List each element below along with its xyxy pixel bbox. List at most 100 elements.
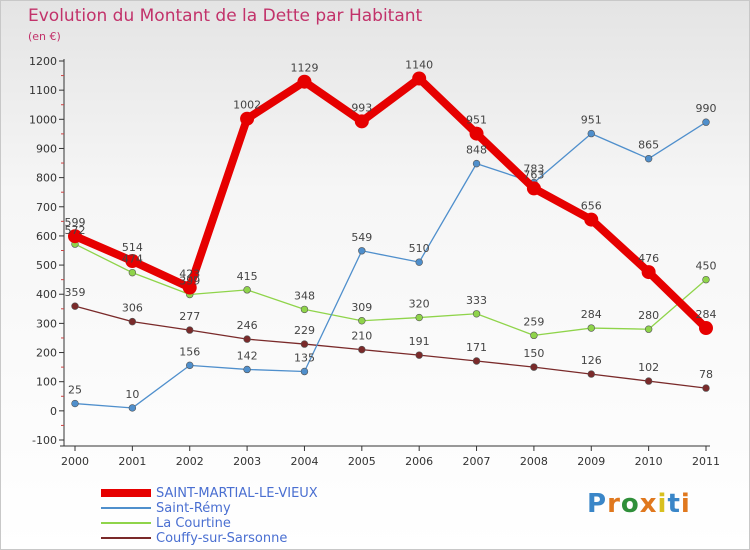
data-label: 549: [351, 231, 372, 244]
data-point: [587, 324, 595, 332]
data-point: [128, 268, 137, 277]
proxiti-logo: Proxiti: [587, 489, 691, 519]
data-label: 514: [122, 241, 143, 254]
data-point: [412, 71, 427, 86]
data-label: 210: [351, 330, 372, 343]
series-line: [74, 121, 707, 409]
series-line: [74, 305, 707, 389]
data-point: [186, 361, 194, 370]
data-label: 10: [125, 388, 139, 401]
x-tick-label: 2007: [463, 455, 491, 468]
data-point: [702, 275, 710, 284]
series-line: [71, 74, 710, 333]
data-point: [182, 280, 197, 295]
data-label: 306: [122, 302, 143, 315]
x-tick-label: 2003: [233, 455, 261, 468]
data-label: 191: [409, 335, 430, 348]
data-label: 476: [638, 252, 659, 265]
data-point: [699, 321, 713, 336]
data-point: [71, 399, 79, 408]
data-point: [415, 351, 423, 359]
x-tick-label: 2006: [405, 455, 433, 468]
y-tick-label: 700: [36, 201, 57, 214]
data-label: 993: [351, 101, 372, 114]
data-label: 572: [65, 224, 86, 237]
data-label: 229: [294, 324, 315, 337]
data-label: 848: [466, 144, 487, 157]
legend-label: Saint-Rémy: [156, 501, 231, 516]
data-point: [128, 404, 137, 412]
y-tick-label: 600: [36, 230, 57, 243]
data-point: [243, 335, 251, 343]
data-label: 333: [466, 294, 487, 307]
logo-letter: P: [587, 489, 608, 519]
data-label: 280: [638, 309, 659, 322]
data-point: [68, 229, 82, 244]
data-label: 102: [638, 361, 659, 374]
legend-swatch: [101, 507, 151, 509]
data-point: [186, 326, 194, 334]
y-tick-label: 100: [36, 376, 57, 389]
data-point: [587, 129, 595, 138]
x-tick-label: 2004: [290, 455, 318, 468]
data-point: [71, 302, 79, 310]
y-tick-label: 400: [36, 288, 57, 301]
y-tick-label: 200: [36, 347, 57, 360]
data-label: 126: [581, 354, 602, 367]
data-point: [240, 111, 255, 126]
data-label: 1002: [233, 99, 261, 112]
data-point: [125, 253, 140, 268]
legend-label: Couffy-sur-Sarsonne: [156, 531, 288, 546]
logo-letter: o: [620, 489, 640, 519]
data-label: 246: [237, 319, 258, 332]
data-label: 25: [68, 384, 82, 397]
y-tick-label: 300: [36, 317, 57, 330]
legend-swatch: [101, 489, 151, 497]
data-point: [358, 247, 366, 255]
data-point: [354, 114, 369, 129]
data-point: [300, 367, 309, 376]
logo-letter: i: [657, 489, 668, 519]
logo-letter: t: [667, 489, 681, 519]
logo-letter: x: [639, 489, 658, 519]
data-label: 656: [581, 200, 602, 213]
x-tick-label: 2011: [692, 455, 720, 468]
data-point: [243, 365, 251, 374]
data-point: [584, 212, 599, 227]
data-label: 763: [523, 168, 544, 181]
x-tick-label: 2000: [61, 455, 89, 468]
y-tick-label: 800: [36, 172, 57, 185]
data-point: [472, 310, 481, 318]
data-point: [128, 317, 137, 326]
data-label: 135: [294, 351, 315, 364]
series-line: [74, 243, 707, 336]
data-point: [530, 331, 538, 340]
chart-subtitle: (en €): [28, 30, 61, 43]
data-label: 171: [466, 341, 487, 354]
y-tick-label: 1100: [29, 84, 57, 97]
data-label: 359: [65, 286, 86, 299]
y-tick-label: 0: [50, 405, 57, 418]
data-label: 284: [581, 308, 602, 321]
data-point: [358, 317, 366, 325]
data-label: 415: [237, 270, 258, 283]
data-label: 277: [179, 310, 200, 323]
data-point: [644, 325, 653, 333]
legend-swatch: [101, 537, 151, 539]
data-label: 309: [351, 301, 372, 314]
data-point: [300, 340, 309, 348]
data-point: [472, 357, 481, 365]
data-label: 951: [466, 114, 487, 127]
data-point: [469, 126, 484, 141]
data-point: [644, 377, 653, 385]
data-label: 78: [699, 368, 713, 381]
data-point: [297, 74, 312, 89]
logo-letter: i: [680, 489, 691, 519]
data-label: 150: [523, 347, 544, 360]
data-point: [644, 154, 653, 163]
data-label: 423: [179, 268, 200, 281]
data-point: [300, 305, 309, 314]
y-tick-label: 500: [36, 259, 57, 272]
data-point: [702, 384, 710, 392]
